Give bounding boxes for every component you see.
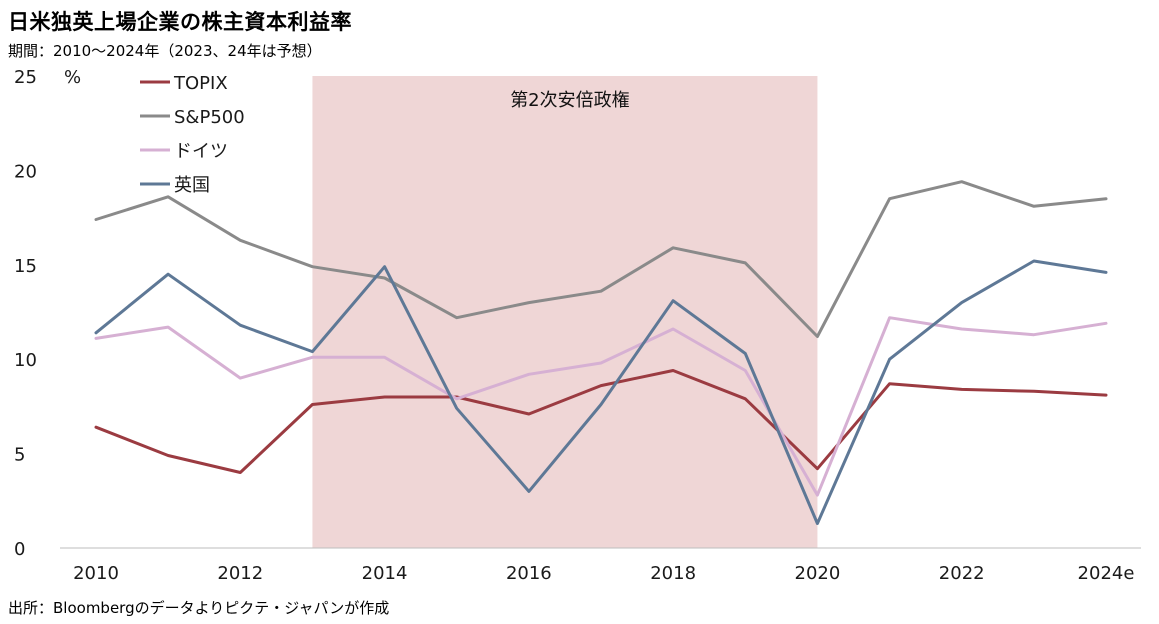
legend-label-2: ドイツ	[174, 141, 228, 162]
x-tick-label: 2016	[506, 563, 552, 584]
y-tick-label: 10	[14, 350, 37, 371]
series-line-1	[94, 180, 1108, 338]
x-tick-label: 2010	[73, 563, 119, 584]
band-label: 第2次安倍政権	[510, 90, 629, 111]
y-tick-label: 15	[14, 256, 37, 277]
y-unit-label: %	[64, 67, 81, 88]
x-tick-label: 2024e	[1078, 563, 1135, 584]
legend-label-3: 英国	[174, 175, 210, 196]
y-tick-label: 0	[14, 539, 25, 560]
source-note: 出所：Bloombergのデータよりピクテ・ジャパンが作成	[8, 599, 390, 617]
series-line-3	[94, 259, 1108, 525]
band-abe-administration	[312, 76, 818, 548]
series-line-0	[94, 369, 1108, 474]
x-tick-label: 2014	[362, 563, 408, 584]
y-tick-label: 20	[14, 161, 37, 182]
y-tick-label: 5	[14, 445, 25, 466]
legend-label-0: TOPIX	[173, 73, 228, 94]
x-tick-label: 2018	[650, 563, 696, 584]
chart-title: 日米独英上場企業の株主資本利益率	[8, 10, 352, 34]
x-tick-label: 2022	[939, 563, 985, 584]
x-tick-label: 2012	[217, 563, 263, 584]
chart-subtitle: 期間：2010～2024年（2023、24年は予想）	[8, 42, 322, 60]
legend-label-1: S&P500	[174, 107, 245, 128]
x-tick-label: 2020	[795, 563, 841, 584]
series-line-2	[94, 316, 1108, 497]
y-tick-label: 25	[14, 67, 37, 88]
